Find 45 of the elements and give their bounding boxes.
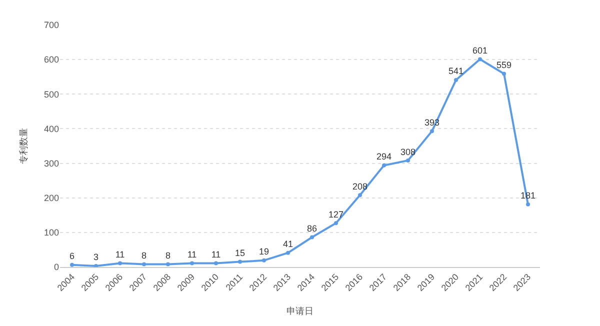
point	[214, 261, 218, 266]
point	[334, 221, 338, 226]
point	[454, 78, 458, 82]
point	[286, 250, 290, 255]
data-label: 541	[448, 66, 464, 76]
y-tick-label: 0	[54, 262, 59, 272]
data-label: 41	[282, 239, 294, 250]
point	[406, 158, 410, 163]
y-tick-label: 200	[44, 193, 59, 204]
data-label: 601	[472, 45, 488, 56]
data-label: 11	[211, 249, 221, 260]
data-label: 559	[496, 60, 512, 70]
data-label: 8	[141, 250, 147, 260]
data-label: 294	[376, 152, 392, 162]
data-label: 127	[328, 209, 344, 220]
y-axis-title: 专利数量	[18, 128, 28, 164]
y-tick-label: 600	[44, 54, 59, 65]
data-label: 19	[258, 246, 270, 257]
x-axis-title: 申请日	[286, 306, 314, 316]
point	[238, 260, 242, 264]
y-tick-label: 300	[44, 158, 59, 168]
y-tick-label: 700	[44, 20, 59, 30]
point	[310, 235, 314, 240]
point	[478, 57, 482, 62]
data-label: 6	[69, 251, 75, 262]
data-label: 86	[306, 224, 318, 234]
point	[142, 262, 146, 266]
point	[190, 261, 194, 266]
point	[166, 262, 170, 266]
y-tick-label: 400	[44, 124, 59, 134]
point	[430, 129, 434, 134]
point	[70, 262, 74, 267]
data-label: 11	[115, 249, 125, 260]
point	[118, 261, 122, 266]
point	[526, 202, 530, 206]
point	[502, 72, 506, 76]
point	[358, 193, 362, 198]
y-tick-label: 500	[44, 89, 59, 100]
data-label: 15	[234, 248, 246, 258]
data-label: 8	[165, 250, 171, 260]
data-label: 11	[187, 249, 197, 260]
y-tick-label: 100	[44, 228, 59, 238]
point	[262, 258, 266, 262]
point	[382, 163, 386, 168]
data-label: 3	[93, 252, 99, 262]
